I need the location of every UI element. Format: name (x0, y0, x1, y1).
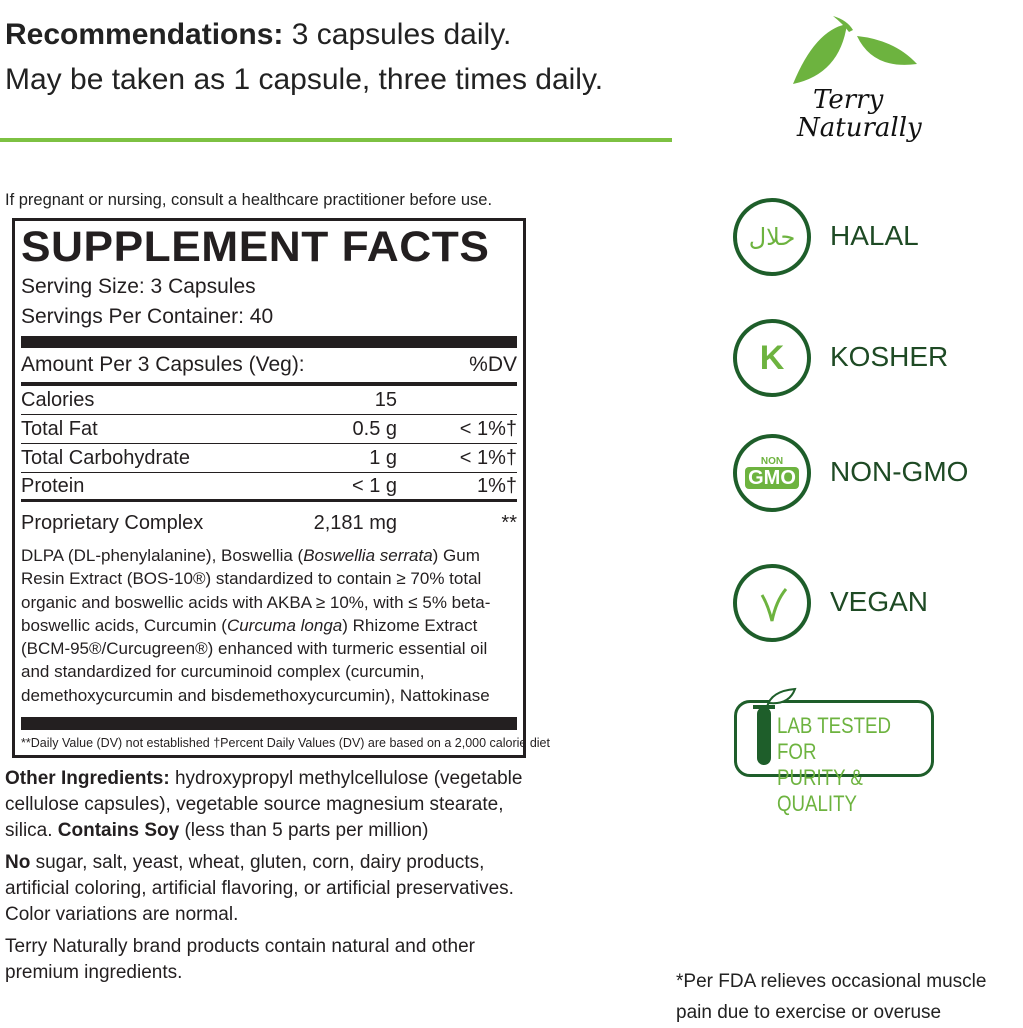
complex-name: Proprietary Complex (21, 511, 204, 534)
complex-row: Proprietary Complex 2,181 mg ** (21, 502, 517, 538)
nutrient-dv: < 1%† (459, 417, 517, 440)
recommendations-line2: May be taken as 1 capsule, three times d… (5, 63, 604, 96)
nutrient-row: Calories 15 (21, 386, 517, 415)
divider-line (0, 138, 672, 142)
other-ingredients: Other Ingredients: hydroxypropyl methylc… (5, 766, 545, 992)
lab-badge-line2: PURITY & QUALITY (777, 765, 863, 816)
vegan-label: VEGAN (830, 586, 929, 617)
pregnancy-warning: If pregnant or nursing, consult a health… (5, 191, 493, 209)
thick-bar (21, 717, 517, 731)
halal-icon: حلال (733, 198, 811, 276)
facts-title: SUPPLEMENT FACTS (21, 223, 490, 271)
serving-size: Serving Size: 3 Capsules (21, 275, 256, 298)
leaf-icon: Terry Naturally (793, 16, 922, 143)
nutrient-dv: 1%† (476, 474, 517, 497)
lab-tested-badge: LAB TESTED FOR PURITY & QUALITY (734, 687, 934, 816)
nutrient-name: Calories (21, 388, 95, 411)
brand-note: Terry Naturally brand products contain n… (5, 936, 475, 983)
nutrient-row: Total Carbohydrate 1 g < 1%† (21, 444, 517, 473)
nutrient-amount: 0.5 g (352, 417, 397, 440)
amount-header: Amount Per 3 Capsules (Veg): (21, 353, 305, 376)
halal-label: HALAL (830, 220, 919, 251)
dv-header: %DV (469, 353, 517, 376)
fda-note: *Per FDA relieves occasional muscle pain… (676, 971, 987, 1023)
test-tube-icon (753, 687, 797, 765)
thick-bar (21, 336, 517, 348)
kosher-label: KOSHER (830, 341, 949, 372)
recommendations-label: Recommendations: (5, 18, 284, 51)
nutrient-name: Protein (21, 474, 85, 497)
recommendations: Recommendations: 3 capsules daily. May b… (5, 12, 603, 102)
non-gmo-label: NON-GMO (830, 456, 969, 487)
recommendations-line1: 3 capsules daily. (291, 18, 512, 51)
nutrient-name: Total Carbohydrate (21, 446, 190, 469)
brand-name-line1: Terry (813, 85, 884, 115)
nutrient-dv: < 1%† (459, 446, 517, 469)
facts-footnote: **Daily Value (DV) not established †Perc… (21, 736, 550, 751)
nutrient-row: Protein < 1 g 1%† (21, 473, 517, 502)
amount-header-row: Amount Per 3 Capsules (Veg): %DV (21, 348, 517, 386)
non-gmo-icon: NON GMO (733, 434, 811, 512)
brand-logo: Terry Naturally (785, 0, 935, 150)
complex-amount: 2,181 mg (313, 511, 397, 534)
servings-per-container: Servings Per Container: 40 (21, 305, 274, 328)
nutrient-name: Total Fat (21, 417, 98, 440)
nutrient-amount: 1 g (369, 446, 397, 469)
nutrient-amount: < 1 g (351, 474, 397, 497)
vegan-icon (733, 564, 811, 642)
supplement-facts-panel: SUPPLEMENT FACTS Serving Size: 3 Capsule… (12, 218, 550, 758)
nutrient-row: Total Fat 0.5 g < 1%† (21, 415, 517, 444)
lab-badge-line1: LAB TESTED FOR (777, 713, 891, 764)
complex-ingredients: DLPA (DL-phenylalanine), Boswellia (Bosw… (21, 546, 491, 705)
kosher-icon: K (733, 319, 811, 397)
nutrient-amount: 15 (374, 388, 397, 411)
brand-name-line2: Naturally (796, 113, 922, 143)
complex-dv: ** (501, 511, 517, 534)
